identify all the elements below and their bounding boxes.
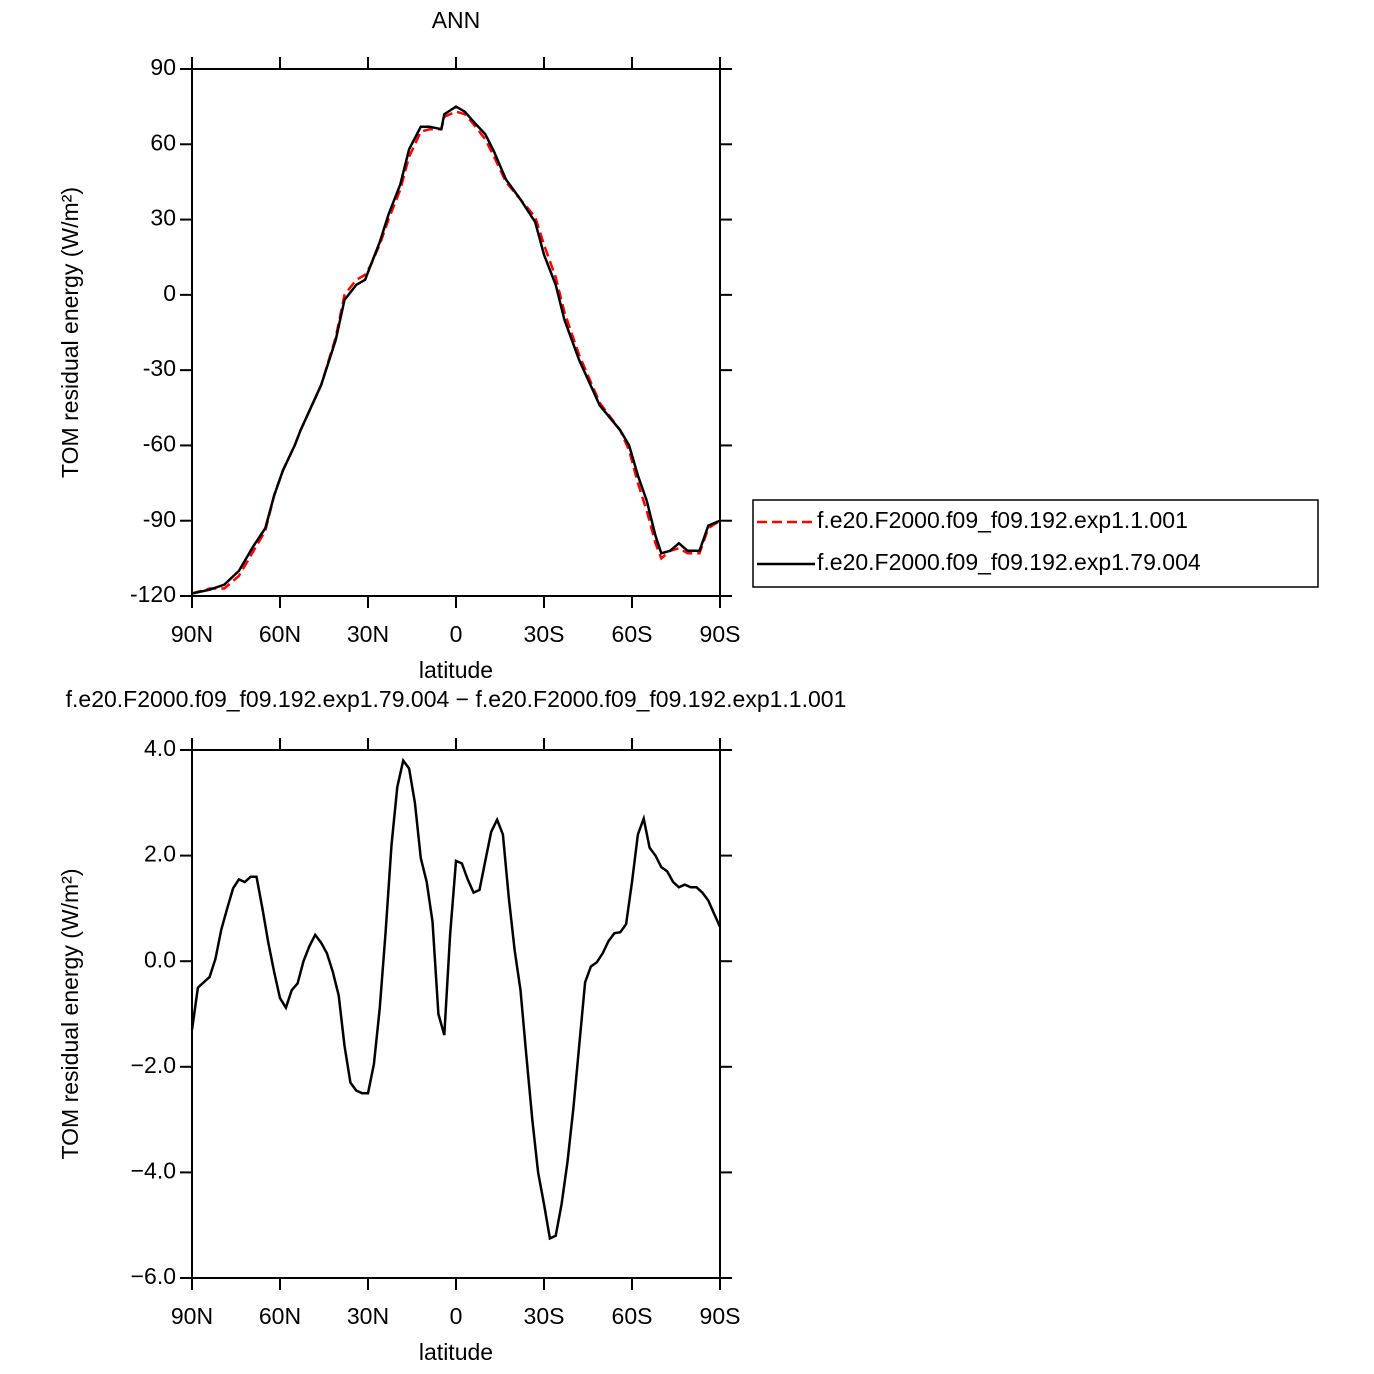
x-tick-label: 60S (612, 1303, 653, 1329)
x-tick-label: 90S (700, 621, 741, 647)
chart-title: f.e20.F2000.f09_f09.192.exp1.79.004 − f.… (66, 686, 847, 712)
y-tick-label: 60 (150, 129, 176, 155)
data-line (190, 757, 722, 1241)
y-tick-label: −6.0 (131, 1263, 176, 1289)
y-tick-label: 2.0 (144, 841, 176, 867)
chart-title: ANN (432, 7, 481, 33)
data-line (191, 110, 721, 595)
plot-frame (191, 68, 721, 597)
plot-frame (191, 749, 721, 1279)
y-axis-label: TOM residual energy (W/m²) (57, 187, 83, 478)
x-tick-label: 90S (700, 1303, 741, 1329)
data-line (191, 105, 721, 595)
x-tick-label: 60S (612, 621, 653, 647)
x-tick-label: 30N (347, 621, 389, 647)
x-tick-label: 60N (259, 1303, 301, 1329)
legend-box (752, 499, 1319, 588)
y-tick-label: -120 (130, 581, 176, 607)
x-tick-label: 30N (347, 1303, 389, 1329)
x-axis-label: latitude (419, 1339, 493, 1365)
x-tick-label: 0 (450, 621, 463, 647)
legend-label: f.e20.F2000.f09_f09.192.exp1.1.001 (817, 507, 1188, 533)
legend-label: f.e20.F2000.f09_f09.192.exp1.79.004 (817, 549, 1201, 575)
x-tick-label: 30S (524, 621, 565, 647)
x-axis-label: latitude (419, 657, 493, 683)
x-tick-label: 0 (450, 1303, 463, 1329)
x-tick-label: 90N (171, 1303, 213, 1329)
y-tick-label: 90 (150, 54, 176, 80)
x-tick-label: 90N (171, 621, 213, 647)
y-tick-label: −2.0 (131, 1052, 176, 1078)
x-tick-label: 30S (524, 1303, 565, 1329)
y-tick-label: -60 (143, 431, 176, 457)
y-tick-label: 30 (150, 205, 176, 231)
y-tick-label: 0.0 (144, 946, 176, 972)
x-tick-label: 60N (259, 621, 301, 647)
y-axis-label: TOM residual energy (W/m²) (57, 869, 83, 1160)
y-tick-label: -30 (143, 355, 176, 381)
y-tick-label: -90 (143, 506, 176, 532)
y-tick-label: 4.0 (144, 735, 176, 761)
y-tick-label: −4.0 (131, 1157, 176, 1183)
y-tick-label: 0 (163, 280, 176, 306)
